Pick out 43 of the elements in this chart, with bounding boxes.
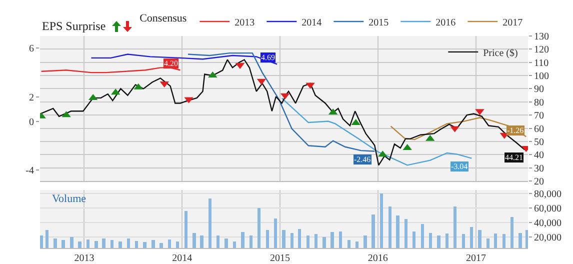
y2-tick-label: 120 xyxy=(534,44,549,56)
y2-tick-label: 110 xyxy=(534,58,549,69)
x-tick-label: 2015 xyxy=(270,253,290,264)
data-label: 4.69 xyxy=(261,53,275,62)
y-tick-label: 6 xyxy=(29,44,34,55)
y-tick-label: 60,000 xyxy=(534,204,562,215)
legend-label: 2016 xyxy=(436,17,456,28)
legend-label: Price ($) xyxy=(483,48,518,59)
line-series xyxy=(187,52,376,152)
y-tick-label: 0 xyxy=(29,116,34,128)
y2-tick-label: 130 xyxy=(534,32,549,42)
data-label: 44.21 xyxy=(505,153,523,162)
y2-tick-label: 20 xyxy=(534,176,544,188)
data-label: -3.04 xyxy=(451,162,468,171)
x-tick-label: 2014 xyxy=(172,253,192,264)
y2-tick-label: 40 xyxy=(534,150,544,162)
y2-tick-label: 30 xyxy=(534,163,544,174)
line-series xyxy=(390,117,527,140)
data-label: 4.20 xyxy=(164,59,178,68)
x-tick-label: 2013 xyxy=(74,253,94,264)
data-label: -1.26 xyxy=(507,126,524,135)
legend-label: 2015 xyxy=(368,17,389,28)
y-tick-label: 2 xyxy=(29,92,34,104)
y2-tick-label: 90 xyxy=(534,84,544,96)
y2-tick-label: 100 xyxy=(534,71,549,82)
line-series xyxy=(90,54,278,65)
legend-label: 2017 xyxy=(502,17,523,28)
y-tick-label: -4 xyxy=(26,166,34,177)
y2-tick-label: 50 xyxy=(534,136,544,148)
y-tick-label: 20,000 xyxy=(534,232,562,244)
y2-tick-label: 80 xyxy=(534,97,544,108)
annotation: Volume xyxy=(52,193,86,205)
data-label: -2.46 xyxy=(354,155,371,164)
legend-label: 2013 xyxy=(234,17,255,28)
legend-title: Consensus xyxy=(140,12,187,24)
x-tick-label: 2016 xyxy=(368,253,388,264)
legend-label: 2014 xyxy=(302,17,322,28)
y2-tick-label: 70 xyxy=(534,110,544,122)
y-tick-label: 40,000 xyxy=(534,218,562,230)
text: EPS Surprise xyxy=(42,19,106,33)
x-tick-label: 2017 xyxy=(466,253,486,264)
y2-tick-label: 60 xyxy=(534,124,544,135)
y-tick-label: 80,000 xyxy=(534,189,562,200)
